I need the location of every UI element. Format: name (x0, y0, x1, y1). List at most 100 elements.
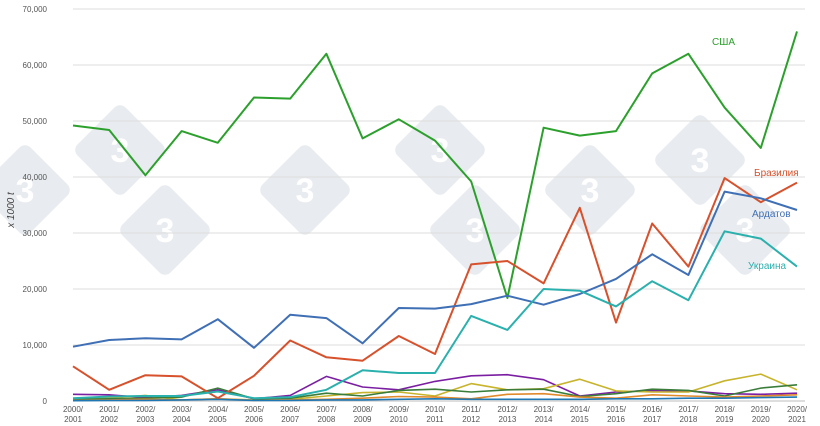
watermark-glyph: 3 (156, 212, 175, 250)
x-tick-label-line: 2003 (137, 415, 155, 424)
x-tick-label-line: 2008 (318, 415, 336, 424)
watermark-logo: 3 (700, 185, 790, 275)
x-tick-label-line: 2015 (571, 415, 589, 424)
x-tick-label-line: 2016 (607, 415, 625, 424)
watermark-logo: 3 (430, 185, 520, 275)
x-axis-ticks: 2000/20012001/20022002/20032003/20042004… (63, 405, 808, 424)
y-tick-label: 70,000 (23, 5, 48, 14)
watermark-logo: 3 (75, 105, 165, 195)
x-tick-label-line: 2009/ (389, 405, 410, 414)
x-tick-label-line: 2002 (100, 415, 118, 424)
x-tick-label-line: 2003/ (172, 405, 193, 414)
watermark-glyph: 3 (466, 212, 485, 250)
x-tick-label-line: 2018 (680, 415, 698, 424)
x-tick-label-line: 2016/ (642, 405, 663, 414)
series-labels: США Бразилия Ардатов Украина (712, 37, 799, 272)
series-label-1: США (712, 37, 735, 48)
x-tick-label: 2019/2020 (751, 405, 772, 424)
x-tick-label: 2011/2012 (461, 405, 481, 424)
x-tick-label-line: 2020 (752, 415, 770, 424)
x-tick-label-line: 2014 (535, 415, 553, 424)
y-tick-label: 0 (43, 397, 48, 406)
x-tick-label-line: 2005 (209, 415, 227, 424)
series-line-4 (72, 230, 798, 400)
x-tick-label-line: 2019 (716, 415, 734, 424)
x-tick-label-line: 2009 (354, 415, 372, 424)
x-tick-label-line: 2000/ (63, 405, 84, 414)
watermark-logo: 3 (120, 185, 210, 275)
x-tick-label: 2007/2008 (316, 405, 337, 424)
watermark-tile (430, 185, 520, 275)
series-label-2: Бразилия (754, 168, 799, 179)
watermark-glyph: 3 (16, 172, 35, 210)
x-tick-label: 2004/2005 (208, 405, 229, 424)
x-tick-label: 2008/2009 (353, 405, 374, 424)
x-tick-label-line: 2007 (281, 415, 299, 424)
x-tick-label: 2006/2007 (280, 405, 301, 424)
y-axis-label: x 1000 t (6, 191, 17, 229)
x-tick-label-line: 2010 (390, 415, 408, 424)
y-tick-label: 20,000 (23, 285, 48, 294)
x-tick-label-line: 2017/ (678, 405, 699, 414)
x-tick-label: 2020/2021 (787, 405, 808, 424)
x-tick-label: 2013/2014 (534, 405, 555, 424)
x-tick-label-line: 2015/ (606, 405, 627, 414)
watermark-tile (0, 145, 70, 235)
watermark-glyph: 3 (111, 132, 130, 170)
x-tick-label-line: 2008/ (353, 405, 374, 414)
series-label-4: Украина (748, 261, 787, 272)
x-tick-label: 2015/2016 (606, 405, 627, 424)
x-tick-label: 2005/2006 (244, 405, 265, 424)
watermark-glyph: 3 (691, 142, 710, 180)
y-tick-label: 10,000 (23, 341, 48, 350)
y-tick-label: 50,000 (23, 117, 48, 126)
y-tick-label: 40,000 (23, 173, 48, 182)
x-tick-label-line: 2007/ (316, 405, 337, 414)
x-tick-label-line: 2012 (462, 415, 480, 424)
watermark-tile (260, 145, 350, 235)
x-tick-label-line: 2011 (426, 415, 444, 424)
watermark-glyph: 3 (736, 212, 755, 250)
watermark-logo: 3 (0, 145, 70, 235)
watermark-tile (545, 145, 635, 235)
watermark-logo: 3 (260, 145, 350, 235)
x-tick-label: 2018/2019 (715, 405, 736, 424)
watermark-tile (120, 185, 210, 275)
x-tick-label-line: 2011/ (461, 405, 481, 414)
x-tick-label-line: 2019/ (751, 405, 772, 414)
x-tick-label-line: 2004 (173, 415, 191, 424)
x-tick-label-line: 2013 (499, 415, 517, 424)
watermark-tile (700, 185, 790, 275)
series-line-3 (72, 190, 798, 349)
x-tick-label: 2014/2015 (570, 405, 591, 424)
x-tick-label-line: 2005/ (244, 405, 265, 414)
x-tick-label-line: 2017 (643, 415, 661, 424)
x-tick-label-line: 2002/ (135, 405, 156, 414)
x-tick-label: 2012/2013 (497, 405, 518, 424)
series-lines (72, 31, 798, 402)
x-tick-label-line: 2001 (64, 415, 82, 424)
x-tick-label-line: 2021 (788, 415, 806, 424)
watermark-logo: 3 (545, 145, 635, 235)
x-tick-label-line: 2004/ (208, 405, 229, 414)
watermark-glyph: 3 (431, 132, 450, 170)
x-tick-label: 2017/2018 (678, 405, 699, 424)
x-tick-label-line: 2013/ (534, 405, 555, 414)
x-tick-label: 2009/2010 (389, 405, 410, 424)
x-tick-label-line: 2014/ (570, 405, 591, 414)
x-tick-label: 2010/2011 (425, 405, 446, 424)
x-tick-label-line: 2012/ (497, 405, 518, 414)
watermark-glyph: 3 (296, 172, 315, 210)
x-tick-label-line: 2018/ (715, 405, 736, 414)
y-tick-label: 60,000 (23, 61, 48, 70)
x-tick-label: 2001/2002 (99, 405, 120, 424)
watermark-glyph: 3 (581, 172, 600, 210)
x-tick-label: 2003/2004 (172, 405, 193, 424)
x-tick-label-line: 2010/ (425, 405, 446, 414)
series-line-1 (72, 31, 798, 299)
x-tick-label-line: 2006 (245, 415, 263, 424)
y-axis-ticks: 0 10,000 20,000 30,000 40,000 50,000 60,000 70,… (23, 5, 48, 406)
y-tick-label: 30,000 (23, 229, 48, 238)
